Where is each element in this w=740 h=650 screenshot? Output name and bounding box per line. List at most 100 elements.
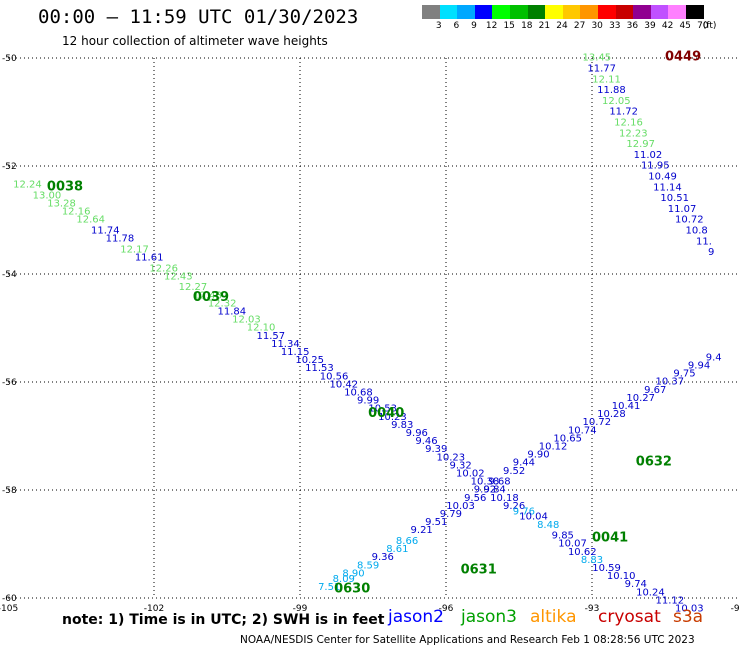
wave-height-point: 12.97 [626, 139, 655, 150]
wave-height-point: 10.25 [295, 355, 324, 366]
wave-height-point: 9.75 [673, 369, 695, 380]
wave-height-point: 9.26 [503, 501, 525, 512]
color-scale-label: 45 [679, 21, 691, 31]
wave-height-point: 10.27 [626, 393, 655, 404]
color-swatch [668, 5, 686, 19]
footer-credit: NOAA/NESDIS Center for Satellite Applica… [240, 634, 695, 646]
wave-height-point: 10.8 [686, 226, 708, 237]
time-labels: 0038 0039 0040 0449 0632 0041 0631 0630 [47, 50, 701, 597]
wave-height-point: 10.41 [612, 401, 641, 412]
wave-height-point: 9.44 [513, 458, 535, 469]
color-swatch [597, 5, 616, 19]
wave-height-point: 11.53 [305, 363, 334, 374]
wave-height-point: 10.38 [471, 477, 500, 488]
wave-height-point: 12.26 [149, 263, 178, 274]
wave-height-point: 12.32 [208, 298, 237, 309]
x-tick-label: -93 [585, 604, 600, 614]
color-swatch [492, 5, 510, 19]
wave-height-point: 11.57 [256, 331, 285, 342]
wave-height-point: 12.10 [247, 323, 276, 334]
wave-height-point: 9.39 [425, 444, 447, 455]
wave-height-point: 9.67 [644, 385, 666, 396]
wave-height-point: 11.07 [668, 204, 697, 215]
wave-height-point: 11.15 [281, 347, 310, 358]
chart-title: 00:00 – 11:59 UTC 01/30/2023 [38, 6, 359, 28]
axis-ticks: -105 -102 -99 -96 -93 -90 -50 -52 -54 -56 -58 -60 [0, 54, 740, 614]
color-scale-label: 21 [538, 21, 551, 31]
y-tick-label: -52 [2, 162, 17, 172]
color-swatch [685, 5, 704, 19]
wave-height-point: 13.00 [33, 190, 62, 201]
wave-height-point: 11.34 [271, 339, 300, 350]
units-note: note: 1) Time is in UTC; 2) SWH is in fe… [62, 612, 385, 628]
wave-height-point: 12.16 [62, 207, 91, 218]
time-label: 0039 [193, 290, 229, 305]
x-tick-label: -105 [0, 604, 18, 614]
wave-height-point: 11.72 [609, 107, 638, 118]
wave-height-point: 9.85 [552, 531, 574, 542]
wave-height-point: 9.84 [484, 485, 506, 496]
wave-height-point: 9.32 [449, 460, 471, 471]
wave-height-point: 12.48 [193, 290, 222, 301]
wave-height-point: 9.90 [527, 450, 549, 461]
wave-height-point: 10.59 [592, 563, 621, 574]
wave-height-point: 8.90 [342, 568, 364, 579]
wave-height-point: 11.61 [135, 253, 164, 264]
color-scale-label: 3 [435, 21, 442, 31]
wave-height-point: 12.24 [13, 180, 42, 191]
wave-height-point: 11.02 [634, 150, 663, 161]
legend-entry: altika [530, 607, 577, 627]
x-tick-label: -96 [439, 604, 454, 614]
time-label: 0632 [636, 455, 672, 470]
wave-height-point: 10.74 [568, 425, 597, 436]
x-tick-label: -102 [144, 604, 164, 614]
grid-lines [8, 57, 738, 599]
color-swatch [422, 5, 440, 19]
wave-height-point: 9.96 [406, 428, 428, 439]
wave-height-point: 10.28 [597, 409, 626, 420]
color-swatch [527, 5, 546, 19]
wave-height-point: 11.74 [91, 226, 120, 237]
wave-height-point: 12.43 [164, 271, 193, 282]
color-scale-unit: (ft) [702, 21, 717, 31]
wave-height-point: 10.42 [329, 379, 358, 390]
wave-height-point: 9.83 [391, 420, 413, 431]
wave-height-point: 9.79 [440, 509, 462, 520]
wave-height-point: 7.51 [318, 582, 340, 593]
wave-height-point: 8.66 [396, 536, 418, 547]
time-label: 0041 [592, 530, 628, 545]
wave-height-point: 10.04 [519, 512, 548, 523]
wave-height-point: 10.18 [490, 493, 519, 504]
wave-height-point: 12.11 [592, 74, 621, 85]
wave-height-point: 9.92 [474, 485, 496, 496]
color-swatch [545, 5, 563, 19]
color-scale-label: 42 [661, 21, 674, 31]
wave-height-point: 10.24 [636, 587, 665, 598]
wave-height-point: 12.27 [179, 282, 208, 293]
wave-height-point: 10.51 [660, 193, 689, 204]
wave-height-point: 10.23 [437, 452, 466, 463]
color-swatch [562, 5, 581, 19]
y-tick-label: -56 [2, 378, 17, 388]
wave-height-point: 9.46 [415, 436, 437, 447]
wave-height-point: 13.45 [583, 53, 612, 64]
wave-height-point: 9.4 [706, 352, 722, 363]
color-swatch [439, 5, 458, 19]
wave-height-point: 10.02 [456, 469, 485, 480]
color-scale-bar [422, 5, 704, 19]
color-scale-label: 30 [591, 21, 603, 31]
time-label: 0449 [665, 50, 701, 65]
wave-height-point: 12.03 [232, 315, 261, 326]
wave-height-point: 11.88 [597, 85, 626, 96]
wave-height-point: 9 [708, 247, 714, 258]
wave-height-point: 10.12 [539, 442, 568, 453]
x-tick-label: -90 [731, 604, 740, 614]
wave-height-point: 11. [696, 236, 712, 247]
color-scale-label: 36 [626, 21, 639, 31]
wave-height-point: 9.74 [625, 579, 647, 590]
wave-height-point: 10.49 [648, 172, 677, 183]
color-scale-label: 12 [485, 21, 498, 31]
time-label: 0040 [368, 406, 404, 421]
wave-height-point: 8.48 [537, 520, 559, 531]
color-swatch [509, 5, 528, 19]
